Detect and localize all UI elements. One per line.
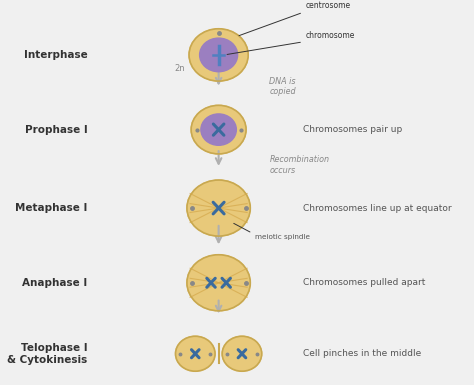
- Circle shape: [175, 336, 215, 371]
- Text: meiotic spindle: meiotic spindle: [255, 234, 310, 240]
- Circle shape: [200, 38, 237, 72]
- Text: Anaphase I: Anaphase I: [22, 278, 88, 288]
- Text: Prophase I: Prophase I: [25, 125, 88, 135]
- Circle shape: [222, 336, 262, 371]
- Text: Chromosomes line up at equator: Chromosomes line up at equator: [303, 204, 452, 213]
- Text: Chromosomes pair up: Chromosomes pair up: [303, 125, 402, 134]
- Text: DNA is
copied: DNA is copied: [269, 77, 296, 96]
- Circle shape: [187, 255, 250, 311]
- Text: centrosome: centrosome: [305, 2, 350, 10]
- Text: chromosome: chromosome: [305, 31, 355, 40]
- Text: 2n: 2n: [174, 64, 185, 73]
- Text: Interphase: Interphase: [24, 50, 88, 60]
- Text: Metaphase I: Metaphase I: [15, 203, 88, 213]
- Circle shape: [201, 114, 237, 145]
- Text: Cell pinches in the middle: Cell pinches in the middle: [303, 349, 421, 358]
- Text: Recombination
occurs: Recombination occurs: [269, 156, 329, 175]
- Text: Telophase I
& Cytokinesis: Telophase I & Cytokinesis: [8, 343, 88, 365]
- Circle shape: [191, 105, 246, 154]
- Circle shape: [187, 180, 250, 236]
- Circle shape: [189, 29, 248, 81]
- Text: Chromosomes pulled apart: Chromosomes pulled apart: [303, 278, 426, 287]
